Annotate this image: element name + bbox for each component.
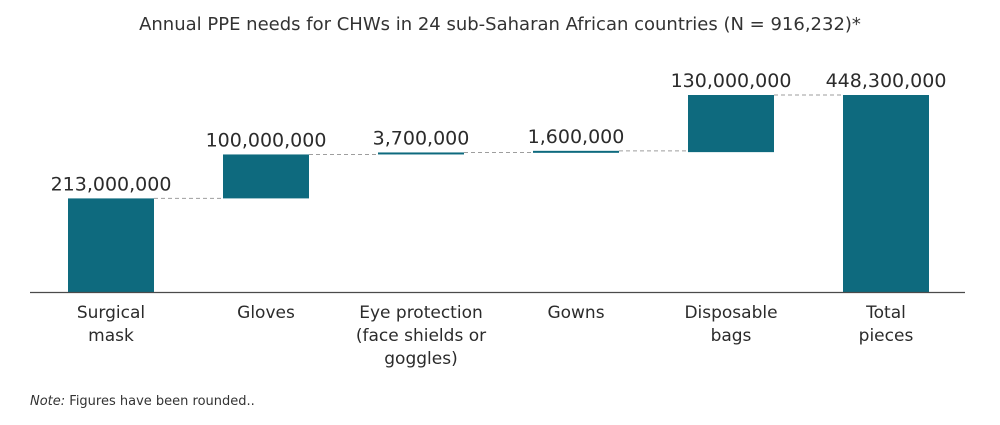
bar-3 <box>533 150 619 153</box>
category-label-5-1: pieces <box>859 326 914 346</box>
bar-4 <box>688 95 774 153</box>
category-label-2-0: Eye protection <box>359 303 483 323</box>
value-label-5: 448,300,000 <box>826 70 947 92</box>
bar-2 <box>378 152 464 155</box>
note-text: Figures have been rounded.. <box>65 394 255 409</box>
value-label-4: 130,000,000 <box>671 70 792 92</box>
category-label-3-0: Gowns <box>547 303 604 323</box>
note-prefix: Note: <box>30 394 66 409</box>
connector-lines <box>154 94 843 199</box>
category-label-2-1: (face shields or <box>356 326 486 346</box>
footnote: Note: Figures have been rounded.. <box>30 394 255 409</box>
category-label-0-0: Surgical <box>77 303 145 323</box>
category-label-1-0: Gloves <box>237 303 295 323</box>
value-label-3: 1,600,000 <box>528 126 625 148</box>
bars <box>68 95 929 292</box>
value-label-2: 3,700,000 <box>373 127 470 149</box>
value-label-0: 213,000,000 <box>51 173 172 195</box>
category-label-0-1: mask <box>88 326 134 346</box>
category-label-2-2: goggles) <box>384 349 457 369</box>
bar-1 <box>223 154 309 199</box>
value-label-1: 100,000,000 <box>206 129 327 151</box>
bar-5 <box>843 95 929 292</box>
category-label-5-0: Total <box>865 303 906 323</box>
category-labels: Surgical mask Gloves Eye protection (face sh… <box>77 303 914 369</box>
value-labels: 213,000,000 100,000,000 3,700,000 1,600,000… <box>51 70 947 195</box>
category-label-4-1: bags <box>711 326 752 346</box>
chart-title: Annual PPE needs for CHWs in 24 sub-Saha… <box>139 14 861 35</box>
bar-0 <box>68 198 154 292</box>
category-label-4-0: Disposable <box>684 303 777 323</box>
